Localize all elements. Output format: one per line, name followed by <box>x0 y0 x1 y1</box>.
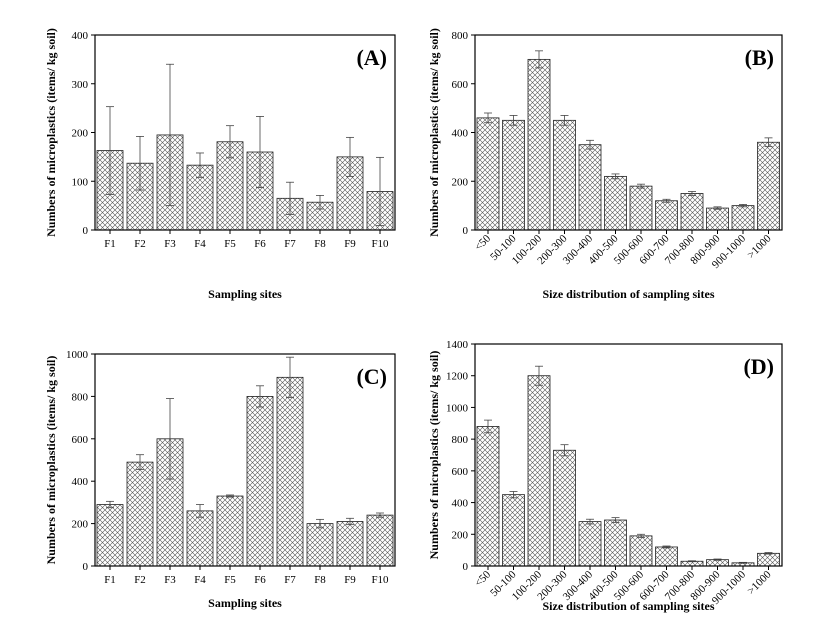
bar <box>126 461 154 567</box>
y-tick-label: 800 <box>452 434 469 446</box>
x-tick-label: F10 <box>371 574 389 586</box>
x-tick-label: <50 <box>472 232 493 253</box>
bar <box>757 141 780 231</box>
x-tick-label: >1000 <box>745 232 774 261</box>
plot-frame <box>94 34 396 231</box>
y-tick-label: 400 <box>452 498 469 510</box>
y-tick-label: 1400 <box>446 339 469 351</box>
bar <box>96 504 124 567</box>
bar <box>476 426 500 567</box>
panel-label: (D) <box>743 354 774 379</box>
bar <box>629 185 653 231</box>
bar <box>502 119 525 231</box>
x-tick-label: F7 <box>284 574 296 586</box>
bar <box>553 119 576 231</box>
y-tick-label: 0 <box>463 225 469 237</box>
y-tick-label: 1000 <box>446 402 469 414</box>
y-tick-label: 400 <box>72 30 89 42</box>
y-tick-label: 300 <box>72 79 89 91</box>
x-axis-label: Sampling sites <box>208 287 282 301</box>
panel-label: (C) <box>356 364 387 389</box>
x-tick-label: >1000 <box>745 568 774 597</box>
y-tick-label: 600 <box>452 79 469 91</box>
bar <box>604 175 627 231</box>
bar <box>336 521 364 567</box>
y-tick-label: 0 <box>83 561 89 573</box>
y-tick-label: 800 <box>72 391 89 403</box>
x-tick-label: F5 <box>224 574 236 586</box>
x-tick-label: F2 <box>134 238 146 250</box>
x-tick-label: F6 <box>254 238 266 250</box>
bar <box>629 535 653 567</box>
x-tick-label: F7 <box>284 238 296 250</box>
chart-panel-c: F1 F2 F3 F4 F5 F6 F7 F8 F9 F10 0 200 400 600 800 1000 (C… <box>44 349 396 610</box>
chart-panel-b: <5050-100100-200200-300300-400400-500500… <box>427 28 783 301</box>
bar <box>476 117 500 231</box>
y-tick-label: 100 <box>72 176 89 188</box>
y-tick-label: 600 <box>72 434 89 446</box>
bar <box>578 144 602 231</box>
y-tick-label: 200 <box>452 529 469 541</box>
y-tick-label: 800 <box>452 30 469 42</box>
x-tick-label: F4 <box>194 574 206 586</box>
bar <box>604 519 627 567</box>
x-tick-label: F5 <box>224 238 236 250</box>
x-tick-label: F3 <box>164 574 176 586</box>
y-tick-label: 200 <box>452 176 469 188</box>
plot-frame <box>94 353 396 567</box>
bar <box>706 207 729 231</box>
y-axis-label: Numbers of microplastics (items/ kg soil… <box>44 28 58 237</box>
x-tick-label: F8 <box>314 238 326 250</box>
x-axis-label: Sampling sites <box>208 596 282 610</box>
bar <box>553 449 576 567</box>
y-tick-label: 0 <box>463 561 469 573</box>
x-tick-label: F10 <box>371 238 389 250</box>
bar <box>246 395 274 567</box>
bar <box>527 375 551 567</box>
y-tick-label: 400 <box>72 476 89 488</box>
x-tick-label: F9 <box>344 574 356 586</box>
bar <box>680 193 704 231</box>
x-tick-label: F4 <box>194 238 206 250</box>
bar <box>578 521 602 567</box>
bar <box>655 546 678 567</box>
bar <box>655 200 678 231</box>
bar <box>731 205 755 231</box>
bar <box>306 523 334 567</box>
y-tick-label: 200 <box>72 519 89 531</box>
chart-panel-a: F1 F2 F3 F4 F5 F6 F7 F8 F9 F10 0 100 200 300 400 (A) Sam… <box>44 28 396 301</box>
y-tick-label: 1000 <box>66 349 89 361</box>
x-tick-label: <50 <box>472 568 493 589</box>
y-tick-label: 200 <box>72 128 89 140</box>
bar <box>366 514 394 567</box>
chart-panel-d: <5050-100100-200200-300300-400400-500500… <box>427 339 783 613</box>
bar <box>757 552 780 567</box>
y-tick-label: 400 <box>452 128 469 140</box>
plot-frame <box>474 343 783 567</box>
y-axis-label: Numbers of microplastics (items/ kg soil… <box>427 351 441 560</box>
bar <box>527 58 551 231</box>
x-tick-label: F8 <box>314 574 326 586</box>
y-axis-label: Numbers of microplastics (items/ kg soil… <box>44 356 58 565</box>
x-tick-label: F1 <box>104 574 116 586</box>
bar <box>216 495 244 567</box>
x-tick-label: F6 <box>254 574 266 586</box>
x-tick-label: F3 <box>164 238 176 250</box>
panel-label: (A) <box>356 45 387 70</box>
y-tick-label: 600 <box>452 466 469 478</box>
y-tick-label: 1200 <box>446 371 469 383</box>
x-axis-label: Size distribution of sampling sites <box>542 599 714 613</box>
x-axis-label: Size distribution of sampling sites <box>542 287 714 301</box>
bar <box>502 494 525 567</box>
bar <box>186 510 214 567</box>
x-tick-label: F2 <box>134 574 146 586</box>
panel-label: (B) <box>745 45 774 70</box>
x-tick-label: F9 <box>344 238 356 250</box>
bar <box>276 376 304 567</box>
y-tick-label: 0 <box>83 225 89 237</box>
y-axis-label: Numbers of microplastics (items/ kg soil… <box>427 28 441 237</box>
x-tick-label: F1 <box>104 238 116 250</box>
plot-frame <box>474 34 783 231</box>
